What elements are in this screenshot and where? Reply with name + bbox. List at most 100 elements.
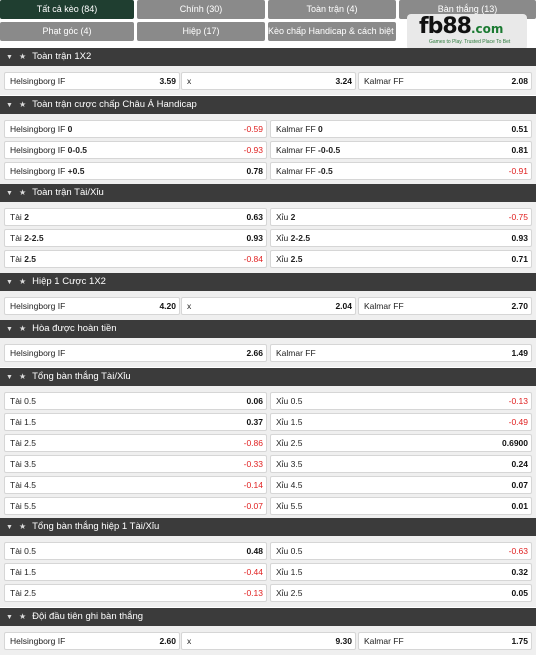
odds-cell[interactable]: Tài 2 0.63	[4, 208, 267, 226]
odds-cell[interactable]: Tài 2.5 -0.84	[4, 250, 267, 268]
star-icon[interactable]: ★	[18, 277, 27, 286]
odds-cell[interactable]: Xỉu 2.5 0.05	[270, 584, 532, 602]
selection-label: Xỉu 4.5	[276, 477, 302, 493]
odds-cell[interactable]: Tài 1.5 0.37	[4, 413, 267, 431]
star-icon[interactable]: ★	[18, 324, 27, 333]
odds-cell[interactable]: Tài 0.5 0.06	[4, 392, 267, 410]
odds-value: 1.49	[511, 348, 528, 358]
odds-cell[interactable]: Xỉu 1.5 0.32	[270, 563, 532, 581]
star-icon[interactable]: ★	[18, 612, 27, 621]
odds-cell[interactable]: Tài 2-2.5 0.93	[4, 229, 267, 247]
selection-label: Tài 2.5	[10, 585, 36, 601]
odds-cell[interactable]: Helsingborg IF 0-0.5 -0.93	[4, 141, 267, 159]
odds-value: 0.06	[246, 396, 263, 406]
odds-cell[interactable]: Helsingborg IF 2.60	[4, 632, 180, 650]
odds-cell[interactable]: Xỉu 0.5 -0.13	[270, 392, 532, 410]
selection-label: Xỉu 3.5	[276, 456, 302, 472]
odds-cell[interactable]: Helsingborg IF 3.59	[4, 72, 180, 90]
tab-half[interactable]: Hiệp (17)	[137, 22, 265, 41]
selection-name: Tài 1.5	[10, 567, 36, 577]
odds-cell[interactable]: Tài 1.5 -0.44	[4, 563, 267, 581]
odds-cell[interactable]: Xỉu 2 -0.75	[270, 208, 532, 226]
odds-value: 0.71	[511, 254, 528, 264]
market-section-header[interactable]: ▼ ★ Tổng bàn thắng hiệp 1 Tài/Xỉu	[0, 518, 536, 536]
market-title: Toàn trận cược chấp Châu Á Handicap	[32, 99, 197, 110]
odds-cell[interactable]: Xỉu 2-2.5 0.93	[270, 229, 532, 247]
odds-cell[interactable]: Kalmar FF -0.5 -0.91	[270, 162, 532, 180]
odds-value: -0.44	[243, 567, 263, 577]
chevron-down-icon[interactable]: ▼	[6, 190, 13, 197]
tab-handicap[interactable]: Kèo chấp Handicap & cách biệt (3)	[268, 22, 396, 41]
selection-label: Tài 0.5	[10, 543, 36, 559]
chevron-down-icon[interactable]: ▼	[6, 326, 13, 333]
market-section-header[interactable]: ▼ ★ Toàn trận cược chấp Châu Á Handicap	[0, 96, 536, 114]
tab-all[interactable]: Tất cả kèo (84)	[0, 0, 134, 19]
odds-value: -0.86	[243, 438, 263, 448]
selection-label: Kalmar FF	[364, 73, 404, 89]
odds-cell[interactable]: Kalmar FF 2.70	[358, 297, 532, 315]
odds-cell[interactable]: Tài 2.5 -0.86	[4, 434, 267, 452]
odds-cell[interactable]: Kalmar FF 1.75	[358, 632, 532, 650]
market-section-header[interactable]: ▼ ★ Toàn trận Tài/Xỉu	[0, 184, 536, 202]
chevron-down-icon[interactable]: ▼	[6, 524, 13, 531]
odds-cell[interactable]: Helsingborg IF 2.66	[4, 344, 267, 362]
selection-name: Helsingborg IF	[10, 348, 66, 358]
star-icon[interactable]: ★	[18, 52, 27, 61]
odds-cell[interactable]: Tài 2.5 -0.13	[4, 584, 267, 602]
odds-cell[interactable]: x 2.04	[181, 297, 356, 315]
selection-name: Kalmar FF	[276, 124, 316, 134]
odds-cell[interactable]: Helsingborg IF 0 -0.59	[4, 120, 267, 138]
odds-cell[interactable]: Tài 0.5 0.48	[4, 542, 267, 560]
fb88-logo[interactable]: fb88.com Games to Play. Trusted Place To…	[399, 0, 536, 64]
odds-value: 0.37	[246, 417, 263, 427]
market-section-header[interactable]: ▼ ★ Tổng bàn thắng Tài/Xỉu	[0, 368, 536, 386]
chevron-down-icon[interactable]: ▼	[6, 54, 13, 61]
odds-row: Tài 0.5 0.48 Xỉu 0.5 -0.63	[0, 542, 536, 562]
tab-fulltime[interactable]: Toàn trận (4)	[268, 0, 396, 19]
market-section-header[interactable]: ▼ ★ Đội đầu tiên ghi bàn thắng	[0, 608, 536, 626]
odds-cell[interactable]: Helsingborg IF +0.5 0.78	[4, 162, 267, 180]
odds-cell[interactable]: Xỉu 2.5 0.71	[270, 250, 532, 268]
odds-cell[interactable]: x 3.24	[181, 72, 356, 90]
odds-cell[interactable]: Kalmar FF 2.08	[358, 72, 532, 90]
odds-value: 2.60	[159, 636, 176, 646]
star-icon[interactable]: ★	[18, 522, 27, 531]
market-section-header[interactable]: ▼ ★ Toàn trận 1X2	[0, 48, 536, 66]
selection-name: Kalmar FF	[364, 76, 404, 86]
selection-label: Tài 0.5	[10, 393, 36, 409]
market-section-header[interactable]: ▼ ★ Hòa được hoàn tiền	[0, 320, 536, 338]
odds-cell[interactable]: Xỉu 4.5 0.07	[270, 476, 532, 494]
chevron-down-icon[interactable]: ▼	[6, 279, 13, 286]
odds-cell[interactable]: Kalmar FF 0 0.51	[270, 120, 532, 138]
selection-name: Xỉu 4.5	[276, 480, 303, 490]
selection-name: Xỉu 2.5	[276, 438, 303, 448]
odds-cell[interactable]: Kalmar FF -0-0.5 0.81	[270, 141, 532, 159]
market-section-header[interactable]: ▼ ★ Hiệp 1 Cược 1X2	[0, 273, 536, 291]
odds-cell[interactable]: x 9.30	[181, 632, 356, 650]
odds-cell[interactable]: Helsingborg IF 4.20	[4, 297, 180, 315]
odds-cell[interactable]: Xỉu 0.5 -0.63	[270, 542, 532, 560]
odds-cell[interactable]: Xỉu 1.5 -0.49	[270, 413, 532, 431]
selection-label: Xỉu 0.5	[276, 393, 302, 409]
star-icon[interactable]: ★	[18, 188, 27, 197]
star-icon[interactable]: ★	[18, 372, 27, 381]
chevron-down-icon[interactable]: ▼	[6, 374, 13, 381]
tab-main[interactable]: Chính (30)	[137, 0, 265, 19]
odds-value: 0.01	[511, 501, 528, 511]
tab-corners[interactable]: Phạt góc (4)	[0, 22, 134, 41]
chevron-down-icon[interactable]: ▼	[6, 614, 13, 621]
handicap-line: 2.5	[24, 254, 37, 264]
chevron-down-icon[interactable]: ▼	[6, 102, 13, 109]
handicap-line: 2	[290, 212, 296, 222]
odds-cell[interactable]: Kalmar FF 1.49	[270, 344, 532, 362]
odds-row: Helsingborg IF 0-0.5 -0.93 Kalmar FF -0-0.…	[0, 141, 536, 161]
odds-cell[interactable]: Xỉu 5.5 0.01	[270, 497, 532, 515]
odds-cell[interactable]: Xỉu 2.5 0.6900	[270, 434, 532, 452]
odds-cell[interactable]: Tài 4.5 -0.14	[4, 476, 267, 494]
odds-cell[interactable]: Tài 3.5 -0.33	[4, 455, 267, 473]
odds-value: 0.93	[246, 233, 263, 243]
odds-cell[interactable]: Xỉu 3.5 0.24	[270, 455, 532, 473]
odds-value: 0.6900	[502, 438, 528, 448]
star-icon[interactable]: ★	[18, 100, 27, 109]
odds-cell[interactable]: Tài 5.5 -0.07	[4, 497, 267, 515]
